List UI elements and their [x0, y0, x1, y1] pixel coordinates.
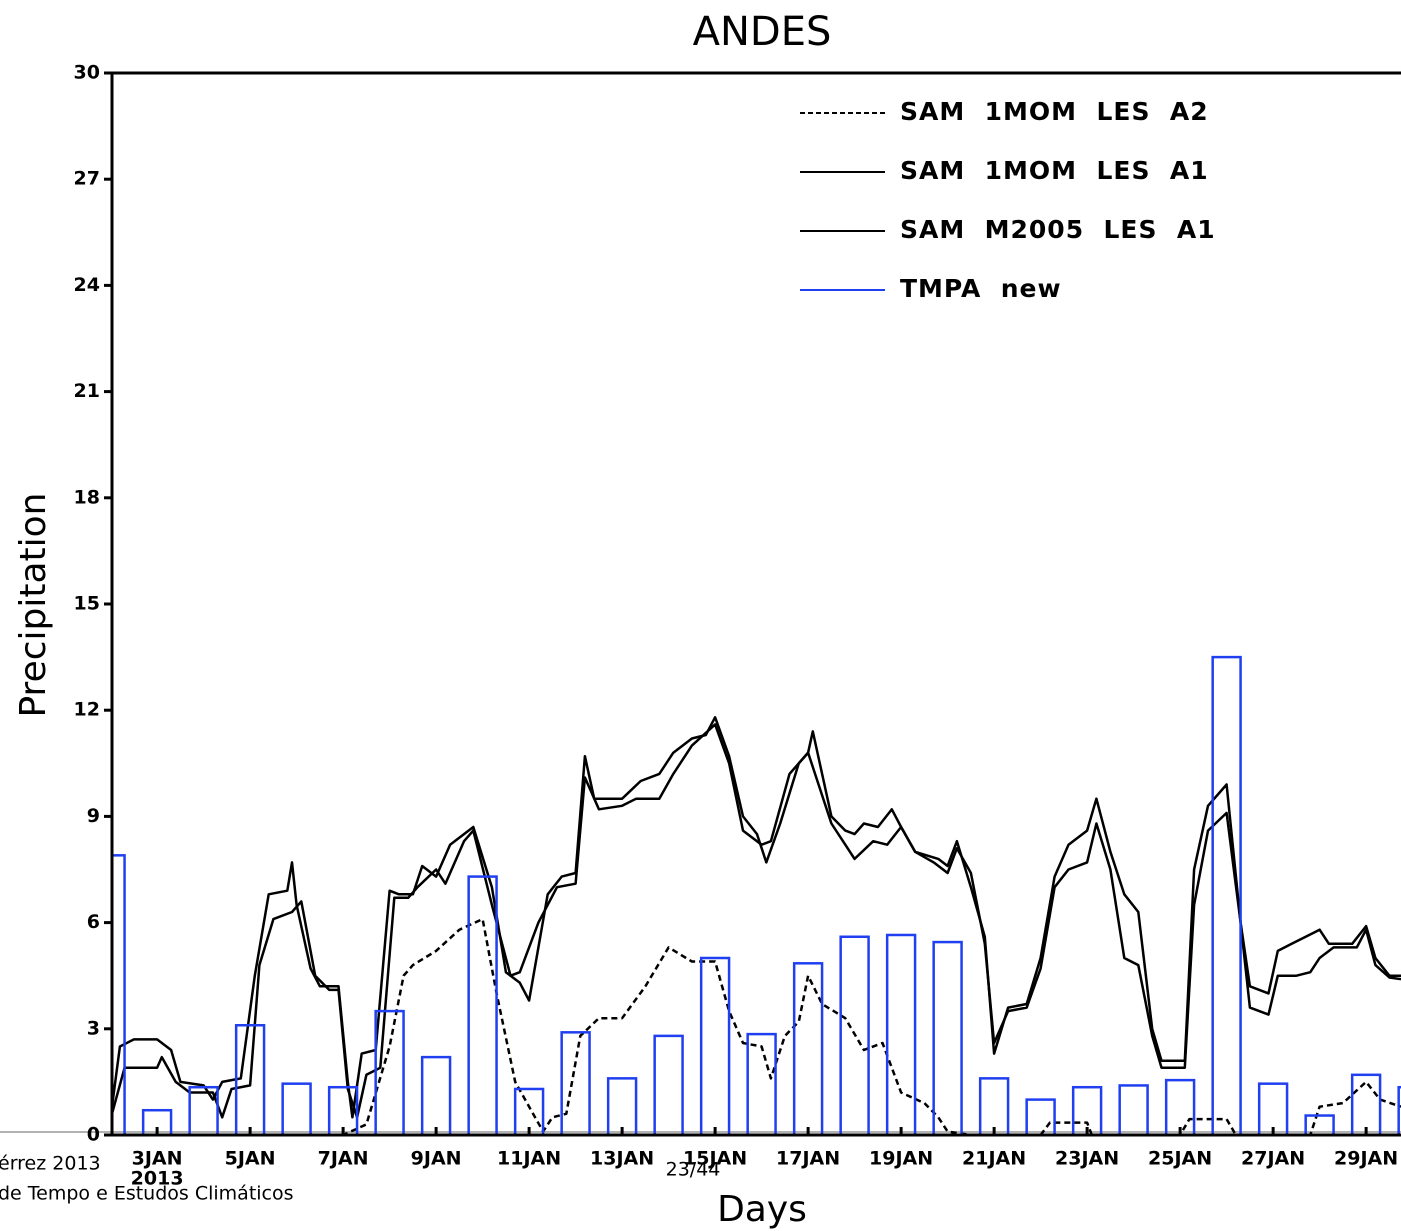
- bar: [1350, 1073, 1382, 1137]
- plot-area: [112, 655, 1401, 1137]
- x-tick-label: 27JAN: [1241, 1148, 1305, 1170]
- bar: [1164, 1078, 1196, 1137]
- y-tick-label: 6: [87, 911, 100, 933]
- bar: [792, 962, 824, 1137]
- y-tick-label: 18: [74, 486, 100, 508]
- series-line: [112, 723, 1401, 1119]
- bar: [885, 933, 917, 1137]
- axes: 0 3 6 9 12 15 18 21 24 27 30 3JAN 5JAN 7JAN 9JAN 11JAN 1…: [74, 62, 1401, 1190]
- legend-label: TMPA new: [900, 274, 1062, 303]
- legend-label: SAM 1MOM LES A1: [900, 156, 1209, 185]
- y-axis-label: Precipitation: [13, 492, 54, 717]
- y-tick-label: 21: [74, 380, 100, 402]
- x-sublabel: 2013: [131, 1168, 184, 1190]
- y-tick-label: 0: [87, 1124, 100, 1146]
- bar: [467, 875, 498, 1137]
- y-tick-label: 3: [87, 1017, 100, 1039]
- series-line: [112, 716, 1401, 1119]
- bar: [699, 956, 731, 1137]
- x-tick-label: 13JAN: [590, 1148, 654, 1170]
- bar: [1397, 1085, 1401, 1137]
- bar: [281, 1082, 312, 1137]
- x-tick-label: 9JAN: [411, 1148, 462, 1170]
- legend-label: SAM M2005 LES A1: [900, 215, 1216, 244]
- x-tick-label: 15JAN: [683, 1148, 747, 1170]
- bar: [374, 1009, 405, 1137]
- x-tick-label: 7JAN: [318, 1148, 369, 1170]
- y-tick-label: 24: [74, 274, 100, 296]
- chart-title: ANDES: [693, 9, 832, 55]
- bar: [112, 854, 126, 1137]
- series-line: [112, 917, 1401, 1137]
- x-tick-label: 21JAN: [962, 1148, 1026, 1170]
- x-tick-label: 23JAN: [1055, 1148, 1119, 1170]
- legend-label: SAM 1MOM LES A2: [900, 97, 1209, 126]
- y-tick-label: 27: [74, 168, 100, 190]
- bar: [1118, 1084, 1149, 1137]
- x-tick-label: 3JAN: [132, 1148, 183, 1170]
- x-tick-label: 5JAN: [225, 1148, 276, 1170]
- x-tick-label: 29JAN: [1334, 1148, 1398, 1170]
- bar: [653, 1034, 684, 1137]
- y-tick-label: 9: [87, 805, 100, 827]
- footer-page: 23/44: [666, 1159, 721, 1181]
- x-tick-label: 17JAN: [776, 1148, 840, 1170]
- x-tick-label: 11JAN: [497, 1148, 561, 1170]
- footer-institution: de Tempo e Estudos Climáticos: [0, 1183, 294, 1205]
- x-axis-label: Days: [717, 1189, 807, 1230]
- bar: [1025, 1098, 1056, 1137]
- footer-author: érrez 2013: [0, 1153, 101, 1175]
- bar: [420, 1055, 452, 1137]
- y-tick-label: 12: [74, 699, 100, 721]
- bar: [978, 1077, 1010, 1137]
- x-tick-label: 19JAN: [869, 1148, 933, 1170]
- bar: [606, 1077, 638, 1137]
- y-tick-label: 15: [74, 593, 100, 615]
- bar: [932, 940, 963, 1137]
- y-tick-label: 30: [74, 62, 100, 84]
- x-tick-label: 25JAN: [1148, 1148, 1212, 1170]
- bar: [560, 1031, 591, 1137]
